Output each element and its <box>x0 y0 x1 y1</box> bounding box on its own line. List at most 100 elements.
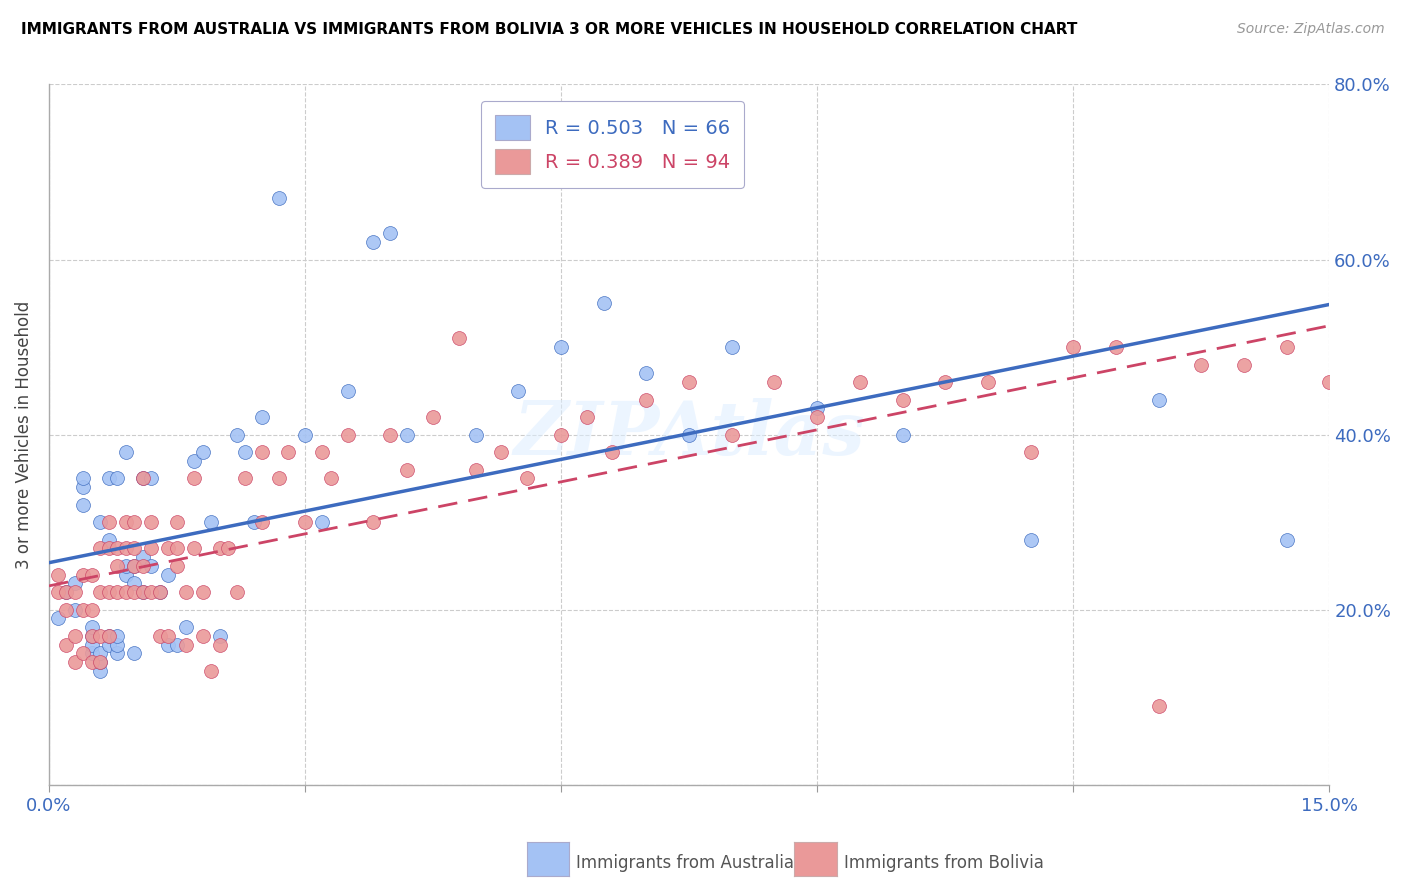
Point <box>89 664 111 678</box>
Point <box>46 585 69 599</box>
Point <box>55 638 77 652</box>
Point <box>396 462 419 476</box>
Point <box>55 585 77 599</box>
Point <box>575 410 598 425</box>
Y-axis label: 3 or more Vehicles in Household: 3 or more Vehicles in Household <box>15 301 32 569</box>
Point <box>508 384 530 398</box>
Point <box>132 471 155 485</box>
Point <box>294 515 316 529</box>
Point <box>105 629 128 643</box>
Point <box>1019 445 1042 459</box>
Point <box>63 602 86 616</box>
Point <box>97 515 120 529</box>
Point <box>233 445 256 459</box>
Point <box>97 629 120 643</box>
Point <box>157 541 180 556</box>
Point <box>217 541 239 556</box>
Point <box>174 638 197 652</box>
Point <box>269 191 291 205</box>
Point <box>763 375 786 389</box>
Point <box>63 629 86 643</box>
Point <box>97 533 120 547</box>
Point <box>114 567 136 582</box>
Point <box>1233 358 1256 372</box>
Point <box>319 471 342 485</box>
Text: Immigrants from Australia: Immigrants from Australia <box>576 855 794 872</box>
Point <box>63 585 86 599</box>
Point <box>464 462 486 476</box>
Point <box>72 480 94 494</box>
Point <box>208 541 231 556</box>
Point <box>105 541 128 556</box>
Point <box>141 558 163 573</box>
Point <box>114 445 136 459</box>
Point <box>124 515 146 529</box>
Point <box>1147 392 1170 407</box>
Point <box>97 638 120 652</box>
Point <box>114 585 136 599</box>
Point <box>97 629 120 643</box>
Point <box>1147 698 1170 713</box>
Point <box>447 331 470 345</box>
Point <box>934 375 956 389</box>
Point <box>149 629 172 643</box>
Point <box>678 427 700 442</box>
Point <box>72 498 94 512</box>
Point <box>600 445 623 459</box>
Point <box>141 515 163 529</box>
Point <box>592 296 614 310</box>
Point <box>516 471 538 485</box>
Point <box>55 602 77 616</box>
Text: Source: ZipAtlas.com: Source: ZipAtlas.com <box>1237 22 1385 37</box>
Point <box>72 602 94 616</box>
Point <box>183 471 205 485</box>
Point <box>124 558 146 573</box>
Point <box>157 567 180 582</box>
Point <box>97 471 120 485</box>
Point <box>149 585 172 599</box>
Point <box>380 427 402 442</box>
Point <box>174 620 197 634</box>
Point <box>200 664 222 678</box>
Point <box>208 638 231 652</box>
Point <box>1317 375 1340 389</box>
Point <box>636 367 658 381</box>
Point <box>46 611 69 625</box>
Point <box>225 585 247 599</box>
Text: Immigrants from Bolivia: Immigrants from Bolivia <box>844 855 1043 872</box>
Point <box>141 471 163 485</box>
Point <box>157 638 180 652</box>
Point <box>97 585 120 599</box>
Point <box>208 629 231 643</box>
Point <box>363 235 385 249</box>
Point <box>105 647 128 661</box>
Point <box>63 576 86 591</box>
Point <box>252 410 274 425</box>
Point <box>166 638 188 652</box>
Point <box>891 427 914 442</box>
Point <box>1105 340 1128 354</box>
Point <box>166 541 188 556</box>
Point <box>294 427 316 442</box>
Text: IMMIGRANTS FROM AUSTRALIA VS IMMIGRANTS FROM BOLIVIA 3 OR MORE VEHICLES IN HOUSE: IMMIGRANTS FROM AUSTRALIA VS IMMIGRANTS … <box>21 22 1077 37</box>
Point <box>311 445 333 459</box>
Point <box>422 410 444 425</box>
Point <box>124 541 146 556</box>
Point <box>132 471 155 485</box>
Point <box>89 655 111 669</box>
Point <box>363 515 385 529</box>
Point <box>124 585 146 599</box>
Point <box>72 647 94 661</box>
Point <box>132 558 155 573</box>
Point <box>277 445 299 459</box>
Point <box>124 558 146 573</box>
Point <box>166 515 188 529</box>
Point <box>105 585 128 599</box>
Point <box>141 585 163 599</box>
Point <box>80 629 103 643</box>
Point <box>105 638 128 652</box>
Point <box>183 454 205 468</box>
Point <box>46 567 69 582</box>
Point <box>200 515 222 529</box>
Point <box>124 576 146 591</box>
